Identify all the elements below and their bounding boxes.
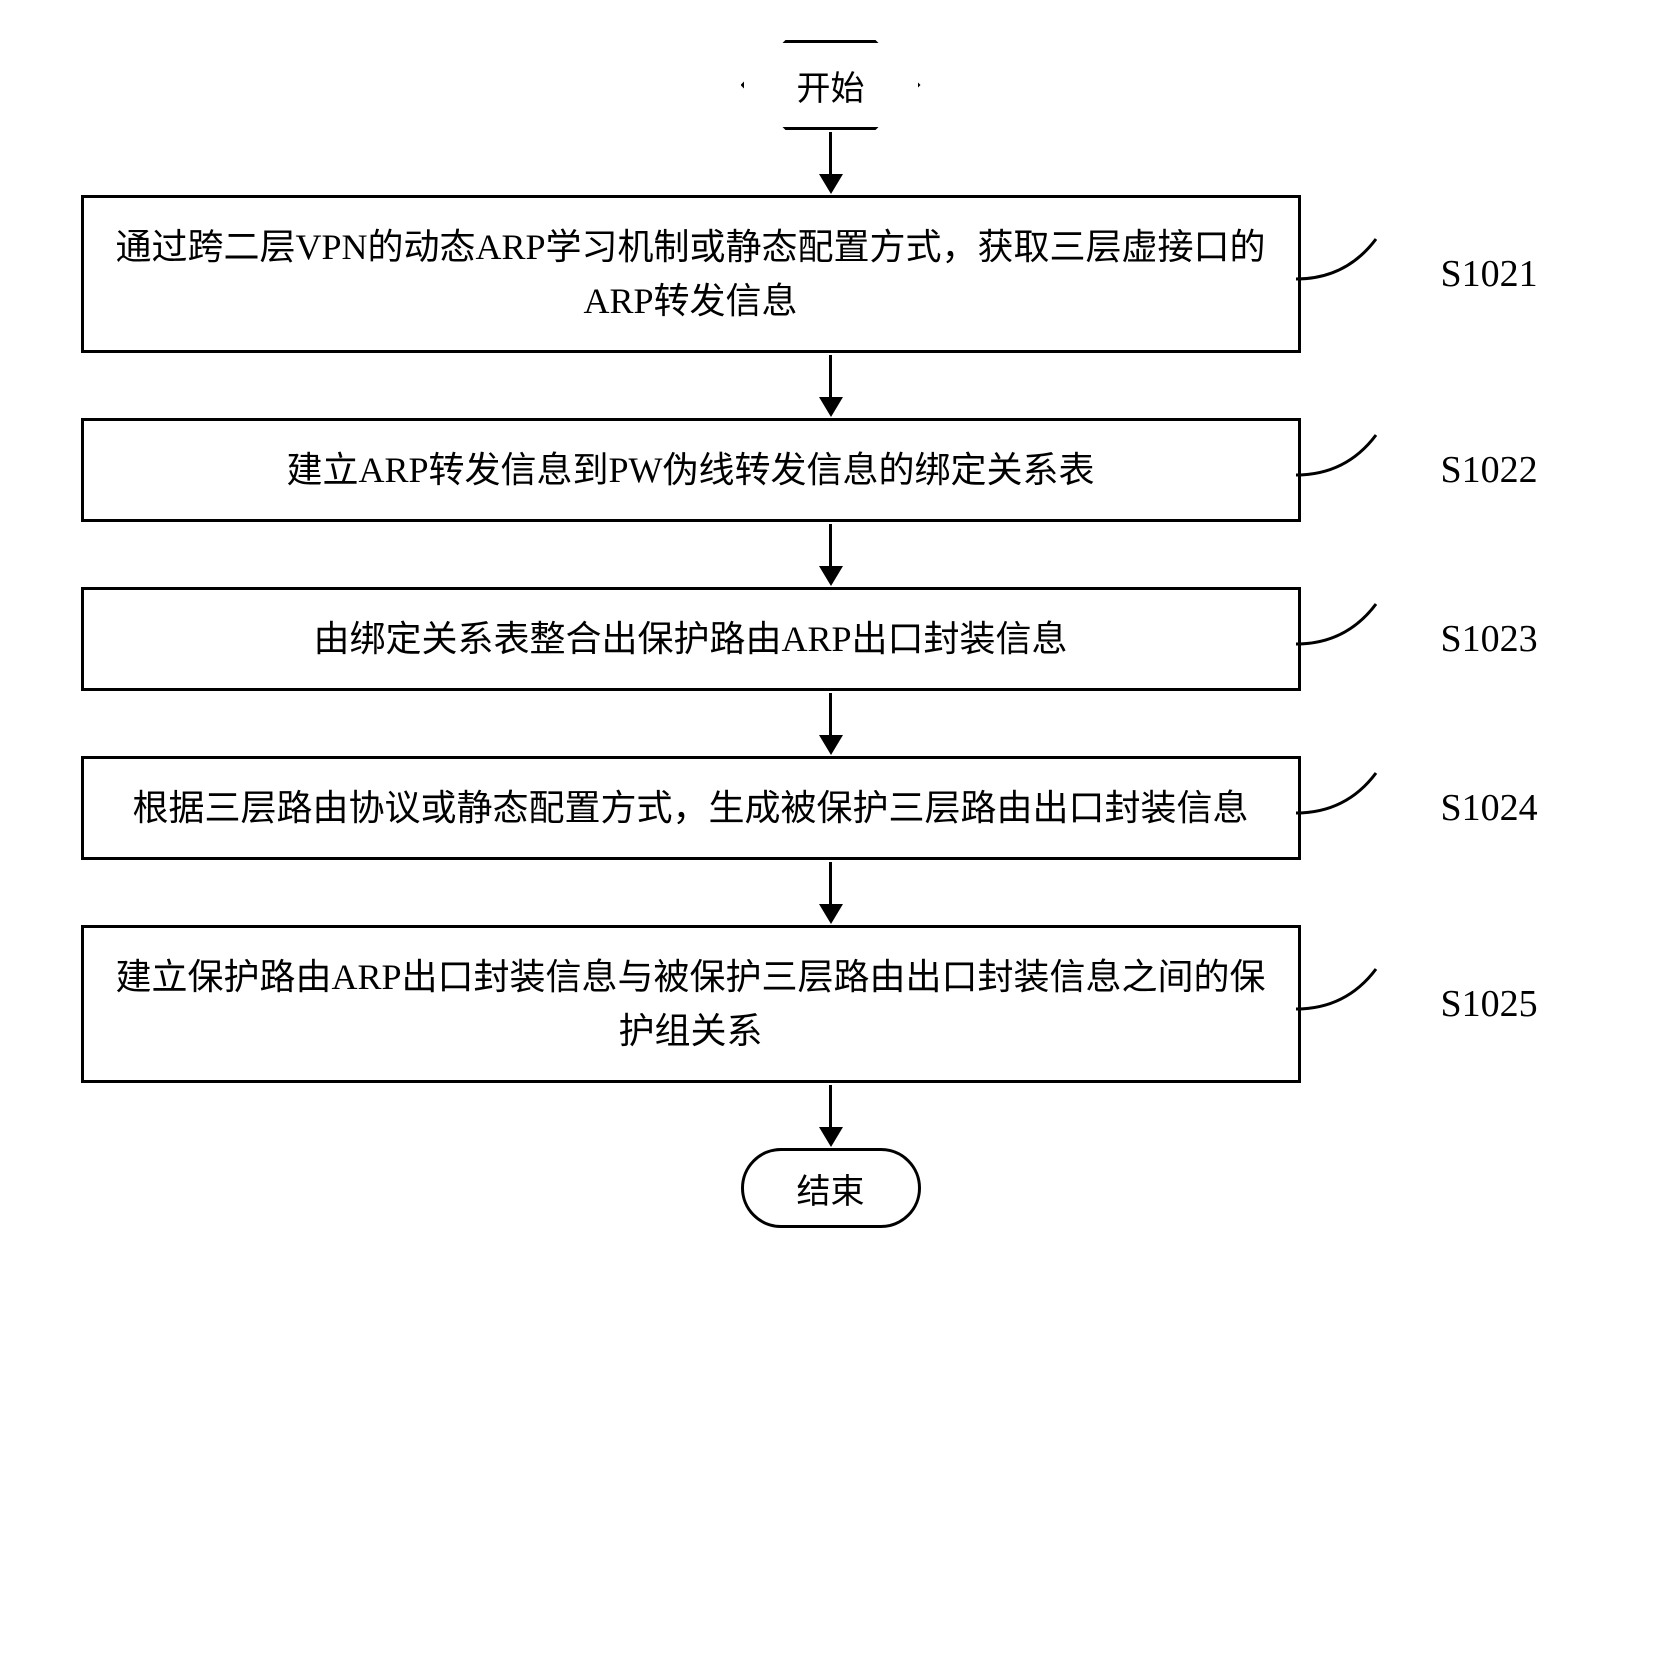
step-label-1: S1021 — [1441, 252, 1538, 296]
flowchart-container: 开始 通过跨二层VPN的动态ARP学习机制或静态配置方式，获取三层虚接口的ARP… — [81, 40, 1581, 1228]
process-text-3: 由绑定关系表整合出保护路由ARP出口封装信息 — [313, 612, 1067, 666]
process-row-4: 根据三层路由协议或静态配置方式，生成被保护三层路由出口封装信息 S1024 — [81, 756, 1581, 860]
process-row-2: 建立ARP转发信息到PW伪线转发信息的绑定关系表 S1022 — [81, 418, 1581, 522]
arrow-connector — [819, 860, 843, 925]
process-box-4: 根据三层路由协议或静态配置方式，生成被保护三层路由出口封装信息 — [81, 756, 1301, 860]
process-text-5: 建立保护路由ARP出口封装信息与被保护三层路由出口封装信息之间的保护组关系 — [114, 950, 1268, 1058]
step-label-5: S1025 — [1441, 982, 1538, 1026]
process-row-1: 通过跨二层VPN的动态ARP学习机制或静态配置方式，获取三层虚接口的ARP转发信… — [81, 195, 1581, 353]
process-row-3: 由绑定关系表整合出保护路由ARP出口封装信息 S1023 — [81, 587, 1581, 691]
process-box-5: 建立保护路由ARP出口封装信息与被保护三层路由出口封装信息之间的保护组关系 — [81, 925, 1301, 1083]
process-row-5: 建立保护路由ARP出口封装信息与被保护三层路由出口封装信息之间的保护组关系 S1… — [81, 925, 1581, 1083]
end-terminator: 结束 — [741, 1148, 921, 1228]
step-label-3: S1023 — [1441, 617, 1538, 661]
process-text-2: 建立ARP转发信息到PW伪线转发信息的绑定关系表 — [286, 443, 1094, 497]
connector-curve-2 — [1301, 440, 1431, 500]
step-label-2: S1022 — [1441, 448, 1538, 492]
process-box-2: 建立ARP转发信息到PW伪线转发信息的绑定关系表 — [81, 418, 1301, 522]
end-label: 结束 — [797, 1164, 865, 1213]
arrow-connector — [819, 130, 843, 195]
connector-curve-3 — [1301, 609, 1431, 669]
start-terminator: 开始 — [741, 40, 921, 130]
process-text-1: 通过跨二层VPN的动态ARP学习机制或静态配置方式，获取三层虚接口的ARP转发信… — [114, 220, 1268, 328]
arrow-connector — [819, 1083, 843, 1148]
step-label-4: S1024 — [1441, 786, 1538, 830]
process-text-4: 根据三层路由协议或静态配置方式，生成被保护三层路由出口封装信息 — [132, 781, 1248, 835]
arrow-connector — [819, 522, 843, 587]
connector-curve-5 — [1301, 974, 1431, 1034]
process-box-1: 通过跨二层VPN的动态ARP学习机制或静态配置方式，获取三层虚接口的ARP转发信… — [81, 195, 1301, 353]
connector-curve-4 — [1301, 778, 1431, 838]
start-label: 开始 — [797, 61, 865, 110]
arrow-connector — [819, 353, 843, 418]
process-box-3: 由绑定关系表整合出保护路由ARP出口封装信息 — [81, 587, 1301, 691]
arrow-connector — [819, 691, 843, 756]
connector-curve-1 — [1301, 244, 1431, 304]
